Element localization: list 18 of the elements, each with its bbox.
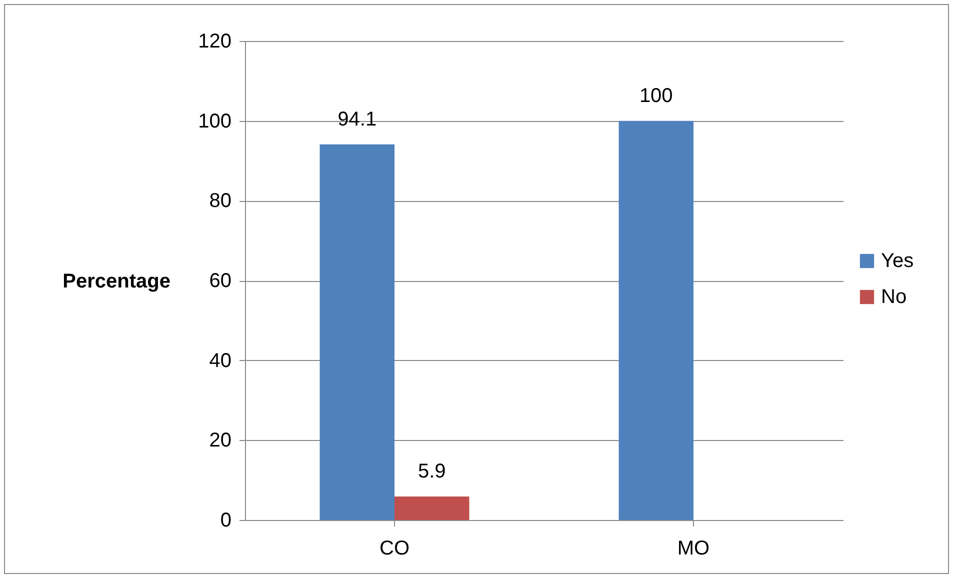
- y-tick-label: 0: [220, 510, 232, 532]
- bar: [618, 120, 694, 520]
- x-tick-label: CO: [380, 538, 410, 560]
- data-label: 5.9: [418, 460, 446, 482]
- y-tick-label: 80: [209, 190, 232, 212]
- y-tick-label: 60: [209, 270, 232, 292]
- y-tick-label: 40: [209, 350, 232, 372]
- y-tick-label: 100: [198, 110, 232, 132]
- data-label: 100: [639, 84, 673, 107]
- y-axis-title: Percentage: [62, 270, 170, 292]
- legend-label: Yes: [881, 250, 914, 272]
- bar: [320, 144, 394, 520]
- data-label: 94.1: [338, 108, 377, 130]
- y-tick-label: 20: [209, 430, 232, 452]
- legend-label: No: [881, 286, 907, 308]
- x-tick-label: MO: [677, 538, 710, 560]
- y-tick-label: 120: [198, 30, 232, 52]
- bar: [394, 496, 470, 520]
